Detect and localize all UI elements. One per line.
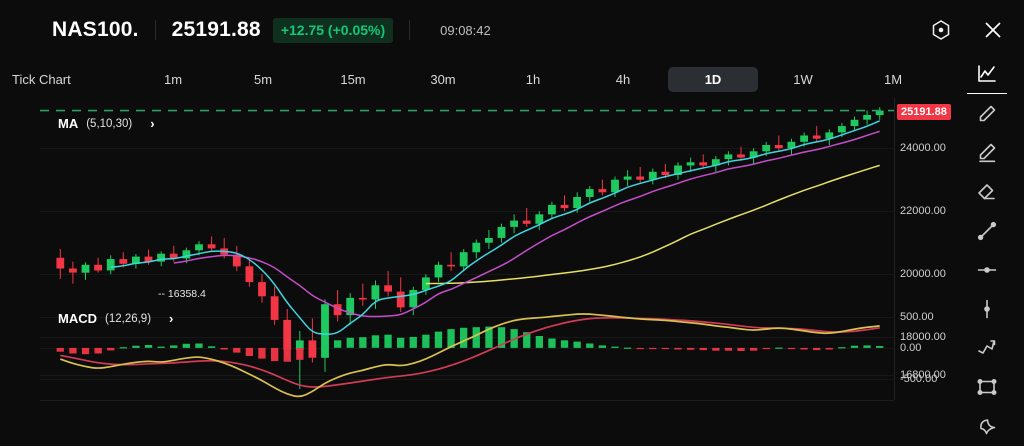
price-axis-label: 22000.00	[900, 205, 946, 218]
timeframe-tab-1h[interactable]: 1h	[525, 71, 541, 87]
timeframe-tab-tick-chart[interactable]: Tick Chart	[12, 71, 71, 87]
polygon-icon[interactable]	[967, 406, 1007, 445]
period-low-marker: -- 16358.4	[158, 288, 206, 300]
close-icon[interactable]	[980, 17, 1006, 43]
trend-line-icon[interactable]	[967, 211, 1007, 250]
indicator-chart-icon[interactable]	[967, 55, 1007, 94]
zigzag-line-icon[interactable]	[967, 328, 1007, 367]
header-actions	[928, 0, 1006, 60]
timeframe-tab-15m[interactable]: 15m	[340, 71, 366, 87]
low-marker-prefix: --	[158, 288, 165, 300]
timeframe-tab-1d[interactable]: 1D	[668, 66, 758, 92]
pencil-line-icon[interactable]	[967, 133, 1007, 172]
candlestick-series	[56, 107, 884, 389]
grid-line	[40, 148, 894, 150]
chart-header: NAS100. 25191.88 +12.75 (+0.05%) 09:08:4…	[0, 0, 1024, 60]
panel-separator	[40, 400, 894, 401]
ma-5-line	[110, 120, 881, 335]
macd-label: MACD	[58, 311, 97, 326]
horizontal-line-icon[interactable]	[967, 250, 1007, 289]
pencil-icon[interactable]	[967, 94, 1007, 133]
ma-params: (5,10,30)	[86, 117, 133, 130]
header-divider-2	[409, 20, 411, 40]
macd-histogram	[56, 326, 884, 362]
price-change-badge: +12.75 (+0.05%)	[272, 17, 394, 43]
market-clock: 09:08:42	[440, 22, 491, 38]
chevron-right-icon[interactable]: ›	[169, 311, 174, 326]
chart-canvas[interactable]	[0, 98, 950, 446]
macd-params: (12,26,9)	[105, 312, 152, 325]
macd-indicator-legend[interactable]: MACD (12,26,9) ›	[58, 311, 173, 326]
header-divider-1	[154, 20, 156, 40]
last-price: 25191.88	[171, 18, 261, 41]
macd-signal-line	[60, 316, 880, 388]
drawing-toolbar	[950, 55, 1024, 446]
chart-area[interactable]: 25191.88 24000.00 22000.00 20000.00 18000.00…	[0, 98, 951, 446]
price-axis-separator	[894, 98, 895, 400]
price-axis-label: 16800.00	[900, 369, 946, 382]
timeframe-tab-1m[interactable]: 1M	[883, 71, 903, 87]
macd-axis-label: -500.00	[900, 373, 938, 386]
grid-line	[40, 316, 894, 318]
ma-indicator-legend[interactable]: MA (5,10,30) ›	[58, 116, 155, 131]
grid-line	[40, 347, 894, 349]
ma-10-line	[173, 130, 880, 318]
macd-line	[60, 313, 880, 398]
vertical-line-icon[interactable]	[967, 289, 1007, 328]
timeframe-tab-4h[interactable]: 4h	[615, 71, 631, 87]
price-axis-label: 18000.00	[900, 331, 946, 344]
timeframe-tab-30m[interactable]: 30m	[430, 71, 456, 87]
chevron-right-icon[interactable]: ›	[150, 116, 155, 131]
timeframe-tabs: Tick Chart 1m 5m 15m 30m 1h 4h 1D 1W 1M	[0, 60, 950, 98]
macd-axis-label: 0.00	[900, 341, 922, 354]
grid-line	[40, 211, 894, 213]
current-price-badge: 25191.88	[897, 103, 951, 120]
grid-line	[40, 375, 894, 377]
macd-axis-label: 500.00	[900, 310, 934, 323]
low-marker-value: 16358.4	[167, 288, 206, 300]
grid-line	[40, 379, 894, 381]
grid-line	[40, 274, 894, 276]
price-axis-label: 24000.00	[900, 142, 946, 155]
hexagon-target-icon[interactable]	[928, 17, 954, 43]
price-axis-label: 20000.00	[900, 268, 946, 281]
timeframe-tab-5m[interactable]: 5m	[253, 71, 273, 87]
timeframe-tab-1m[interactable]: 1m	[163, 71, 183, 87]
ma-30-line	[425, 164, 880, 285]
eraser-icon[interactable]	[967, 172, 1007, 211]
rectangle-icon[interactable]	[967, 367, 1007, 406]
timeframe-tab-1w[interactable]: 1W	[793, 71, 813, 87]
ma-label: MA	[58, 116, 79, 131]
symbol-name[interactable]: NAS100.	[52, 18, 139, 41]
